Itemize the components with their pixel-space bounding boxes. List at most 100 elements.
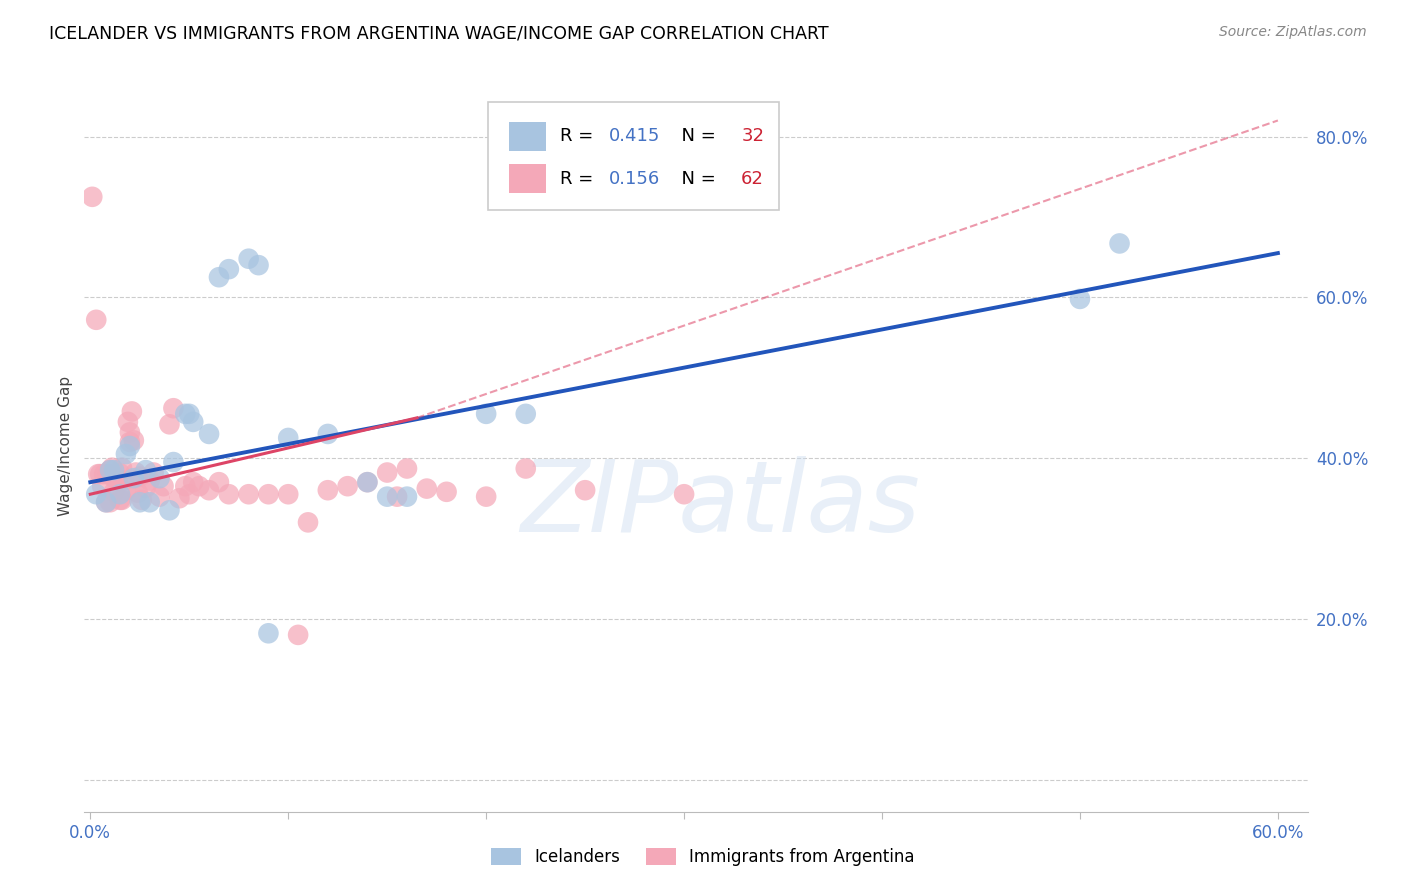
Point <box>515 461 537 475</box>
Text: 0.156: 0.156 <box>609 169 661 187</box>
Text: ICELANDER VS IMMIGRANTS FROM ARGENTINA WAGE/INCOME GAP CORRELATION CHART: ICELANDER VS IMMIGRANTS FROM ARGENTINA W… <box>49 25 828 43</box>
Y-axis label: Wage/Income Gap: Wage/Income Gap <box>58 376 73 516</box>
Point <box>84 313 107 327</box>
Point <box>94 495 117 509</box>
Point <box>131 492 153 507</box>
Point <box>103 484 125 499</box>
Point <box>93 467 115 482</box>
Point <box>135 463 157 477</box>
Point <box>84 487 107 501</box>
Point <box>121 404 143 418</box>
Point <box>162 455 184 469</box>
Point <box>356 475 378 490</box>
Point <box>297 516 319 530</box>
Point <box>181 415 204 429</box>
Point <box>395 490 418 504</box>
Point <box>127 485 149 500</box>
Point <box>108 492 131 507</box>
Text: 0.415: 0.415 <box>609 128 661 145</box>
Point <box>122 471 145 485</box>
Point <box>125 466 148 480</box>
Point <box>111 460 134 475</box>
Point <box>138 474 160 488</box>
Point <box>336 479 359 493</box>
Point <box>356 475 378 490</box>
Point <box>108 467 131 481</box>
Point <box>475 490 498 504</box>
Point <box>103 471 125 485</box>
Point <box>416 482 439 496</box>
Point <box>142 466 165 480</box>
Point <box>181 475 204 490</box>
Point <box>162 401 184 416</box>
Text: 62: 62 <box>741 169 763 187</box>
Point <box>257 626 280 640</box>
Point <box>115 483 138 498</box>
Point <box>395 461 418 475</box>
Point <box>107 474 129 488</box>
Text: R =: R = <box>560 169 599 187</box>
Text: N =: N = <box>671 128 721 145</box>
Point <box>118 434 141 449</box>
Point <box>118 425 141 440</box>
Point <box>159 503 181 517</box>
Point <box>148 471 170 485</box>
Point <box>89 467 111 482</box>
Text: N =: N = <box>671 169 721 187</box>
Point <box>97 467 120 482</box>
Point <box>515 407 537 421</box>
Point <box>101 460 124 475</box>
Point <box>115 447 138 461</box>
Point <box>238 252 260 266</box>
FancyBboxPatch shape <box>488 103 779 211</box>
Point <box>375 466 398 480</box>
Text: 32: 32 <box>741 128 765 145</box>
Point <box>94 495 117 509</box>
Point <box>1108 236 1130 251</box>
Point <box>277 431 299 445</box>
Point <box>87 467 110 482</box>
Point <box>287 628 309 642</box>
Point <box>103 463 125 477</box>
Text: Source: ZipAtlas.com: Source: ZipAtlas.com <box>1219 25 1367 39</box>
Point <box>1069 292 1091 306</box>
Point <box>118 439 141 453</box>
Point <box>148 490 170 504</box>
Point <box>98 495 121 509</box>
Point <box>198 426 221 441</box>
Point <box>135 481 157 495</box>
Point <box>112 474 135 488</box>
Point <box>475 407 498 421</box>
Point <box>91 479 114 493</box>
Point <box>218 262 240 277</box>
Point <box>111 492 134 507</box>
Point <box>159 417 181 432</box>
Point <box>375 490 398 504</box>
Point <box>117 415 139 429</box>
Point <box>385 490 408 504</box>
Point <box>82 190 104 204</box>
FancyBboxPatch shape <box>509 164 546 194</box>
Point <box>208 475 231 490</box>
Point <box>122 434 145 448</box>
Point <box>257 487 280 501</box>
Point <box>174 407 197 421</box>
Text: R =: R = <box>560 128 599 145</box>
Text: ZIPatlas: ZIPatlas <box>520 456 921 553</box>
Point <box>188 479 211 493</box>
Point <box>218 487 240 501</box>
Point <box>179 407 201 421</box>
Point <box>198 483 221 498</box>
FancyBboxPatch shape <box>509 121 546 151</box>
Legend: Icelanders, Immigrants from Argentina: Icelanders, Immigrants from Argentina <box>485 841 921 873</box>
Point <box>152 479 174 493</box>
Point <box>238 487 260 501</box>
Point <box>105 471 128 485</box>
Point <box>98 463 121 477</box>
Point <box>673 487 696 501</box>
Point <box>128 495 150 509</box>
Point <box>128 469 150 483</box>
Point <box>277 487 299 501</box>
Point <box>138 495 160 509</box>
Point <box>179 487 201 501</box>
